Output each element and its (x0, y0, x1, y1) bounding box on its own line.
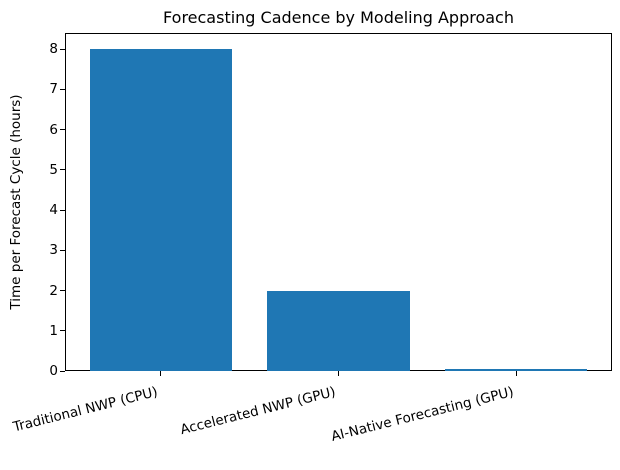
y-tick-label: 4 (49, 202, 58, 219)
y-tick-label: 2 (49, 282, 58, 299)
y-tick-label: 8 (49, 41, 58, 58)
x-tick-label: AI-Native Forecasting (GPU) (329, 384, 515, 445)
y-tick-mark (60, 330, 65, 332)
y-tick-mark (60, 129, 65, 131)
x-tick-mark (338, 371, 339, 376)
y-tick-mark (60, 370, 65, 372)
y-tick-mark (60, 249, 65, 251)
y-tick-mark (60, 48, 65, 50)
y-tick-label: 1 (49, 322, 58, 339)
bar (267, 290, 410, 371)
x-tick-mark (515, 371, 517, 376)
y-tick-mark (60, 88, 65, 90)
bar (445, 368, 588, 371)
y-tick-label: 3 (49, 242, 58, 259)
x-tick-label: Traditional NWP (CPU) (11, 384, 160, 436)
bar (89, 49, 232, 371)
y-tick-mark (60, 169, 65, 171)
chart-title: Forecasting Cadence by Modeling Approach (163, 8, 514, 27)
y-tick-mark (60, 290, 65, 292)
x-tick-label: Accelerated NWP (GPU) (178, 384, 338, 439)
y-tick-label: 6 (49, 121, 58, 138)
x-tick-mark (160, 371, 162, 376)
y-tick-label: 5 (49, 161, 58, 178)
y-tick-label: 0 (49, 363, 58, 379)
y-tick-mark (60, 209, 65, 211)
y-tick-label: 7 (49, 81, 58, 98)
